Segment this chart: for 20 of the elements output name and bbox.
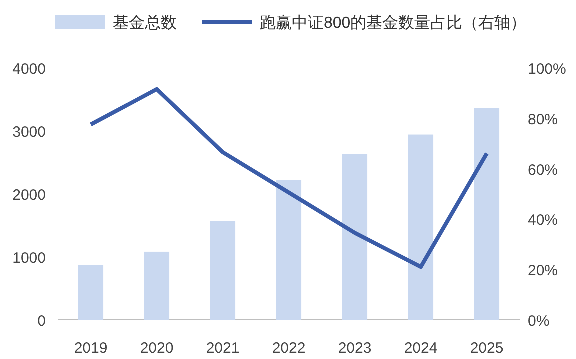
y-tick: 1000 — [12, 250, 46, 267]
y-tick: 2000 — [12, 187, 46, 204]
y2-tick: 40% — [528, 212, 558, 230]
y-tick: 0 — [38, 313, 46, 330]
x-tick: 2024 — [404, 340, 438, 357]
y2-tick: 20% — [528, 262, 558, 280]
y2-tick: 0% — [528, 313, 550, 330]
legend-label: 跑赢中证800的基金数量占比（右轴） — [260, 15, 527, 32]
y-tick: 4000 — [12, 61, 46, 78]
x-tick: 2023 — [338, 340, 372, 357]
x-tick: 2021 — [206, 340, 240, 357]
x-tick: 2019 — [74, 340, 108, 357]
x-tick: 2025 — [470, 340, 504, 357]
x-tick: 2020 — [140, 340, 174, 357]
legend-label: 基金总数 — [113, 15, 177, 32]
x-tick: 2022 — [272, 340, 306, 357]
y2-tick: 80% — [528, 111, 558, 128]
y-tick: 3000 — [12, 124, 46, 141]
y2-tick: 100% — [528, 61, 566, 78]
y2-tick: 60% — [528, 162, 558, 179]
